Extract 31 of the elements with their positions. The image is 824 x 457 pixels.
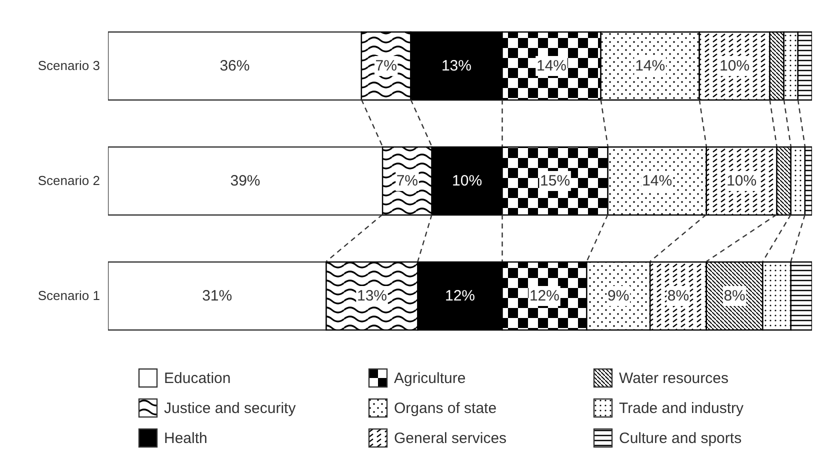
data-label: 14% <box>536 58 567 74</box>
y-tick-label: Scenario 3 <box>38 58 100 74</box>
data-label: 39% <box>230 172 260 190</box>
data-label: 12% <box>444 288 476 304</box>
data-label: 10% <box>452 172 482 190</box>
data-label: 15% <box>540 172 570 190</box>
data-label: 7% <box>375 58 397 74</box>
legend-label: Justice and security <box>164 400 296 416</box>
legend-label: Organs of state <box>394 400 497 416</box>
data-label: 13% <box>356 288 388 304</box>
data-label: 12% <box>529 288 560 304</box>
data-label: 31% <box>202 288 232 304</box>
y-tick-label: Scenario 1 <box>38 288 100 304</box>
data-label: 13% <box>441 58 472 74</box>
data-label: 10% <box>720 58 750 74</box>
data-label: 7% <box>396 172 418 190</box>
legend-label: Health <box>164 430 208 446</box>
y-tick-label: Scenario 2 <box>38 173 100 188</box>
data-label: 9% <box>608 288 630 304</box>
data-label: 14% <box>635 58 666 74</box>
data-label: 8% <box>724 288 746 304</box>
legend-label: Education <box>164 370 231 386</box>
legend-label: Trade and industry <box>619 400 744 416</box>
data-label: 36% <box>220 58 250 74</box>
data-label: 8% <box>667 288 690 304</box>
data-label: 10% <box>726 172 757 190</box>
legend-label: Culture and sports <box>619 430 742 446</box>
legend-label: Water resources <box>619 370 728 386</box>
data-label: 14% <box>642 172 672 190</box>
legend-label: Agriculture <box>394 370 466 386</box>
legend-label: General services <box>394 430 507 446</box>
